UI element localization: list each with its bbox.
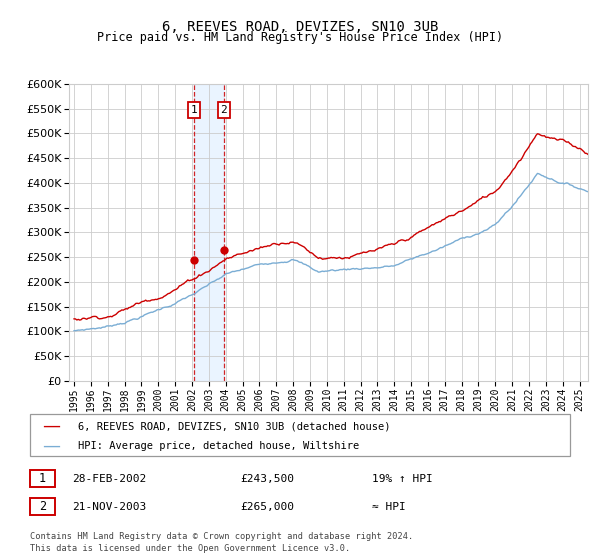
Text: —: — <box>42 437 60 455</box>
Text: HPI: Average price, detached house, Wiltshire: HPI: Average price, detached house, Wilt… <box>78 441 359 451</box>
Text: Price paid vs. HM Land Registry's House Price Index (HPI): Price paid vs. HM Land Registry's House … <box>97 31 503 44</box>
Bar <box>194 84 224 381</box>
Text: 6, REEVES ROAD, DEVIZES, SN10 3UB (detached house): 6, REEVES ROAD, DEVIZES, SN10 3UB (detac… <box>78 421 391 431</box>
Text: 2: 2 <box>220 105 227 115</box>
Text: 6, REEVES ROAD, DEVIZES, SN10 3UB: 6, REEVES ROAD, DEVIZES, SN10 3UB <box>162 20 438 34</box>
Text: 21-NOV-2003: 21-NOV-2003 <box>72 502 146 512</box>
Text: £265,000: £265,000 <box>240 502 294 512</box>
Text: —: — <box>42 417 60 435</box>
Text: 28-FEB-2002: 28-FEB-2002 <box>72 474 146 484</box>
Text: ≈ HPI: ≈ HPI <box>372 502 406 512</box>
Text: 19% ↑ HPI: 19% ↑ HPI <box>372 474 433 484</box>
Text: This data is licensed under the Open Government Licence v3.0.: This data is licensed under the Open Gov… <box>30 544 350 553</box>
Text: £243,500: £243,500 <box>240 474 294 484</box>
Text: 1: 1 <box>39 472 46 486</box>
Text: 1: 1 <box>191 105 197 115</box>
Text: Contains HM Land Registry data © Crown copyright and database right 2024.: Contains HM Land Registry data © Crown c… <box>30 532 413 541</box>
Text: 2: 2 <box>39 500 46 514</box>
